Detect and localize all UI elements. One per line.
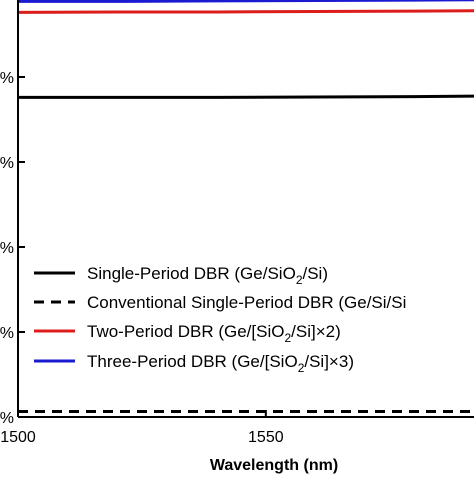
series-line-4 xyxy=(18,0,474,3)
legend-label-3: Two-Period DBR (Ge/[SiO2/Si]×2) xyxy=(87,322,341,345)
y-tick-label: % xyxy=(0,325,14,342)
y-tick-label: % xyxy=(0,240,14,257)
x-axis-label: Wavelength (nm) xyxy=(210,457,338,474)
legend-label-2: Conventional Single-Period DBR (Ge/Si/Si xyxy=(87,293,406,312)
series-line-1 xyxy=(18,94,474,99)
legend-label-subscript: 2 xyxy=(284,331,291,345)
legend-label-text: Single-Period DBR (Ge/SiO xyxy=(87,264,296,283)
series-lines xyxy=(17,0,474,413)
legend-label-subscript: 2 xyxy=(296,273,303,287)
legend-label-tail: /Si) xyxy=(303,264,329,283)
legend-label-subscript: 2 xyxy=(298,361,305,375)
legend: Single-Period DBR (Ge/SiO2/Si)Convention… xyxy=(34,264,406,375)
y-tick-label: % xyxy=(0,70,14,87)
legend-label-1: Single-Period DBR (Ge/SiO2/Si) xyxy=(87,264,328,287)
legend-label-tail: /Si]×3) xyxy=(304,352,354,371)
x-tick-label: 1550 xyxy=(248,429,284,446)
legend-label-4: Three-Period DBR (Ge/[SiO2/Si]×3) xyxy=(87,352,354,375)
series-line-3 xyxy=(17,9,474,14)
y-tick-label: % xyxy=(0,155,14,172)
legend-label-text: Conventional Single-Period DBR (Ge/Si/Si xyxy=(87,293,406,312)
legend-label-text: Three-Period DBR (Ge/[SiO xyxy=(87,352,298,371)
y-tick-label: % xyxy=(0,410,14,427)
legend-label-text: Two-Period DBR (Ge/[SiO xyxy=(87,322,284,341)
x-tick-label: 1500 xyxy=(0,429,36,446)
axes: %%%%%% 1500 1550 xyxy=(0,0,474,446)
y-tick-label: % xyxy=(0,0,14,2)
legend-label-tail: /Si]×2) xyxy=(291,322,341,341)
